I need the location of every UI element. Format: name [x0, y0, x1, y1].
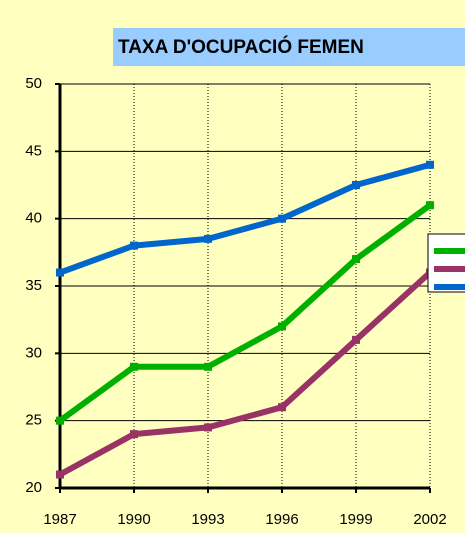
x-tick-label: 2002 — [413, 511, 446, 528]
y-tick-label: 25 — [25, 412, 42, 429]
x-tick-label: 1990 — [117, 511, 150, 528]
x-tick-label: 1996 — [265, 511, 298, 528]
y-tick-label: 30 — [25, 344, 42, 361]
point-marker — [130, 430, 138, 439]
title-box — [113, 28, 465, 66]
x-tick-label: 1999 — [339, 511, 372, 528]
point-marker — [204, 362, 212, 371]
point-marker — [352, 335, 360, 344]
point-marker — [278, 403, 286, 412]
point-marker — [130, 362, 138, 371]
legend-box — [427, 233, 465, 293]
y-tick-label: 20 — [25, 479, 42, 496]
point-marker — [278, 214, 286, 223]
point-marker — [204, 234, 212, 243]
point-marker — [426, 201, 434, 210]
series-line — [58, 161, 431, 276]
point-marker — [278, 322, 286, 331]
y-tick-label: 45 — [25, 142, 42, 159]
y-tick-label: 50 — [25, 75, 42, 92]
y-tick-label: 35 — [25, 277, 42, 294]
chart-title: TAXA D'OCUPACIÓ FEMEN — [118, 36, 364, 58]
point-marker — [426, 160, 434, 169]
series-line — [58, 202, 432, 424]
point-marker — [56, 470, 64, 479]
point-marker — [352, 181, 360, 189]
point-marker — [56, 268, 64, 277]
point-marker — [56, 416, 64, 425]
point-marker — [204, 423, 212, 432]
y-tick-label: 40 — [25, 210, 42, 227]
x-tick-label: 1993 — [191, 511, 224, 528]
point-marker — [352, 255, 360, 264]
series-line — [58, 270, 433, 478]
x-tick-label: 1987 — [43, 511, 76, 528]
point-marker — [130, 241, 138, 250]
